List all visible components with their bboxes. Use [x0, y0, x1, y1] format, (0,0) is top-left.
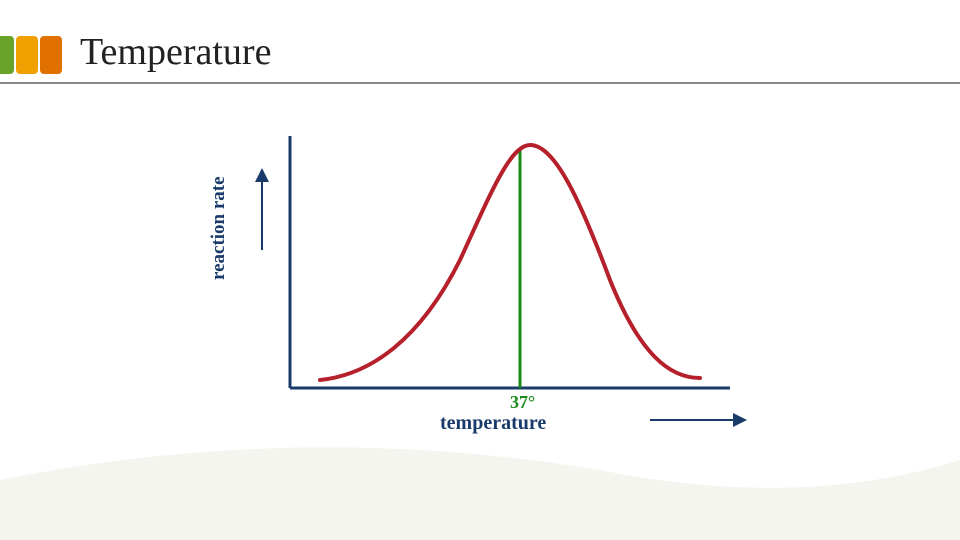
accent-tabs [0, 36, 62, 74]
header-underline [0, 82, 960, 84]
swoosh-path [0, 447, 960, 540]
tab-yellow [16, 36, 38, 74]
reaction-rate-chart: reaction rate 37° temperature [230, 130, 750, 430]
y-axis-label: reaction rate [208, 176, 230, 280]
tab-green [0, 36, 14, 74]
background-swoosh [0, 420, 960, 540]
optimum-label: 37° [510, 392, 535, 413]
tab-orange [40, 36, 62, 74]
x-axis-label: temperature [440, 412, 546, 435]
chart-svg [230, 130, 750, 430]
reaction-curve [320, 145, 700, 380]
page-title: Temperature [80, 30, 271, 74]
slide-header: Temperature [0, 30, 960, 90]
